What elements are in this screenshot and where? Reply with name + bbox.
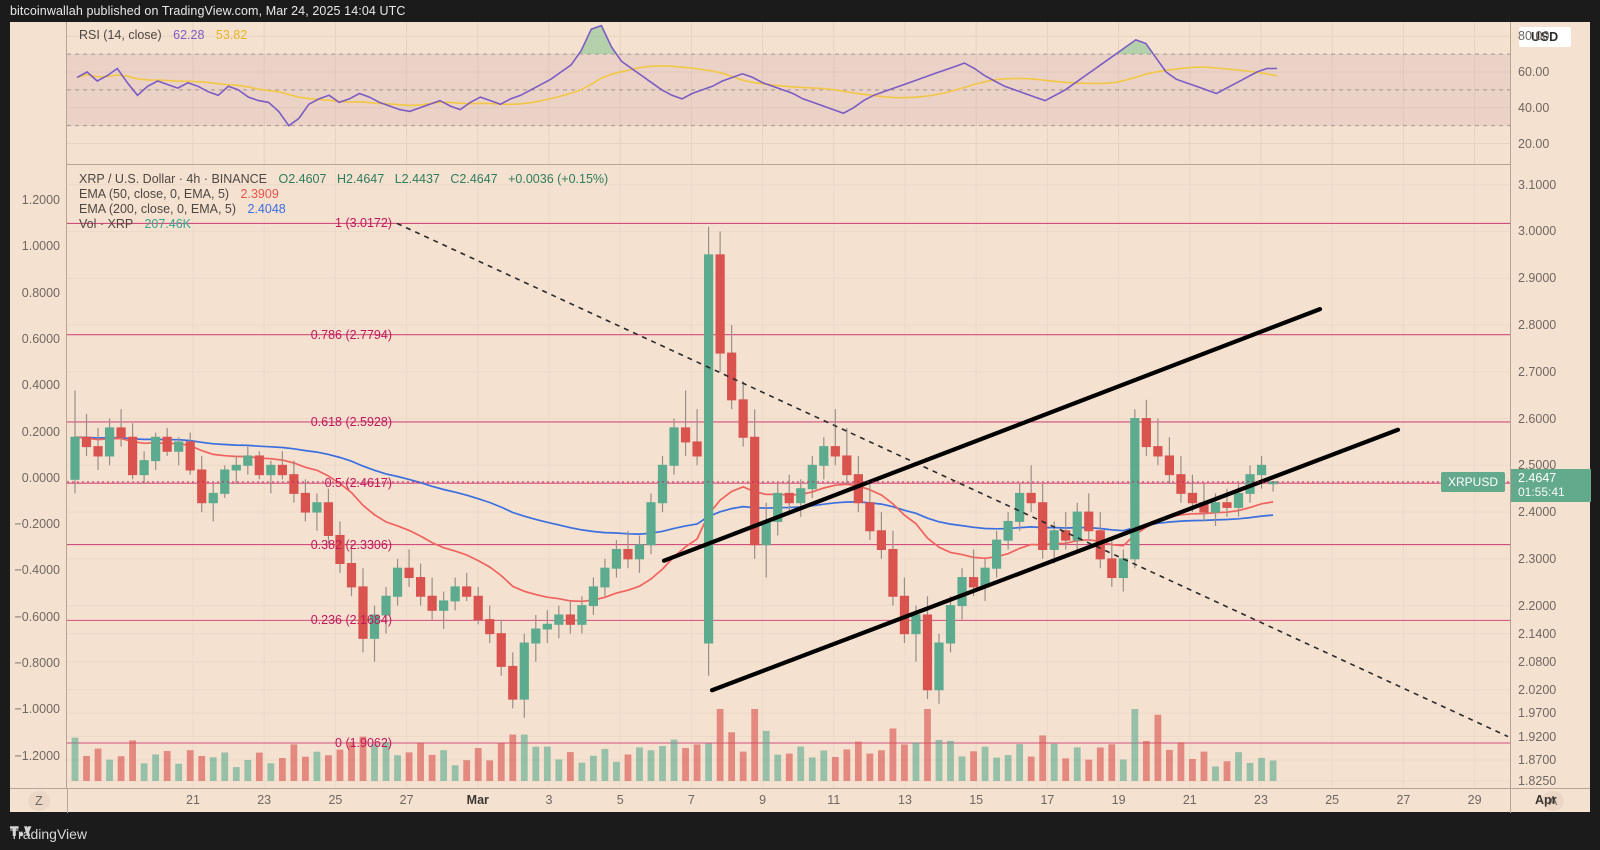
price-axis-tick: 1.8250 (1518, 773, 1557, 788)
time-axis-tick: 9 (759, 793, 767, 807)
time-axis[interactable]: Z A 21 23 25 27 Mar 3 5 7 9 11 13 15 17 19 21 23 25 27 29 A… (10, 788, 1590, 813)
price-axis-tick: 3.0000 (1518, 224, 1557, 239)
time-axis-tick: 5 (616, 793, 624, 807)
bar-countdown: 01:55:41 (1518, 484, 1565, 499)
left-axis-tick: 0.6000 (21, 331, 60, 346)
time-axis-tick: 19 (1111, 793, 1126, 807)
right-price-scale[interactable]: USD 80.00 60.00 40.00 20.00 3.1000 3.0000 2.90… (1510, 22, 1591, 788)
rsi-pane[interactable]: RSI (14, close) 62.28 53.82 (67, 22, 1510, 165)
fib-level-label[interactable]: 0.5 (2.4617) (324, 476, 392, 491)
time-axis-tick: 27 (1396, 793, 1411, 807)
time-axis-tick: 23 (1254, 793, 1268, 807)
rsi-ma-value: 53.82 (215, 28, 248, 42)
ohlc-low: L2.4437 (394, 172, 440, 186)
time-axis-tick: 3 (545, 793, 553, 807)
time-axis-tick: 23 (257, 793, 272, 807)
tradingview-watermark: TradingView (10, 826, 87, 842)
time-axis-tick: 27 (399, 793, 414, 807)
time-axis-tick: 7 (687, 793, 695, 807)
time-axis-tick: 25 (328, 793, 343, 807)
ema200-label[interactable]: EMA (200, close, 0, EMA, 5) (79, 202, 237, 216)
currency-badge: USD (1519, 27, 1571, 47)
price-axis-tick: 2.0800 (1518, 654, 1557, 669)
price-axis-tick: 2.7000 (1518, 364, 1557, 379)
price-axis-tick: 2.1400 (1518, 626, 1557, 641)
time-axis-tick: 15 (969, 793, 984, 807)
price-axis-tick: 2.6000 (1518, 411, 1557, 426)
rsi-plot (67, 22, 1510, 164)
rsi-axis-tick: 60.00 (1518, 65, 1550, 80)
fib-level-label[interactable]: 0.382 (2.3306) (310, 537, 392, 552)
price-axis-tick: 2.3000 (1518, 551, 1557, 566)
time-axis-tick: 29 (1467, 793, 1482, 807)
left-axis-tick: 0.8000 (21, 285, 60, 300)
fib-level-label[interactable]: 0.236 (2.1684) (310, 613, 392, 628)
volume-value: 207.46K (144, 217, 192, 231)
left-axis-tick: −0.8000 (14, 656, 60, 670)
price-plot (67, 166, 1510, 788)
rsi-axis-tick: 20.00 (1518, 136, 1550, 151)
left-axis-tick: 0.2000 (21, 424, 60, 439)
left-axis-tick: −0.6000 (14, 609, 60, 624)
price-axis-tick: 2.9000 (1518, 271, 1557, 286)
left-axis-tick: −1.0000 (14, 702, 60, 717)
rsi-legend-title: RSI (14, close) (79, 28, 162, 42)
rsi-legend: RSI (14, close) 62.28 53.82 (79, 28, 247, 43)
ema200-value: 2.4048 (247, 202, 286, 216)
tradingview-logo-icon (10, 826, 32, 837)
ohlc-high: H2.4647 (336, 172, 385, 186)
left-axis-tick: 1.0000 (21, 239, 60, 254)
time-axis-tick: Mar (466, 793, 489, 807)
price-axis-tick: 2.4000 (1518, 505, 1557, 520)
left-axis-tick: −0.2000 (14, 517, 60, 532)
left-axis-tick: 0.4000 (21, 378, 60, 393)
time-axis-tick: 21 (1182, 793, 1197, 807)
price-axis-tick: 2.5000 (1518, 458, 1557, 473)
price-axis-tick: 1.9200 (1518, 729, 1557, 744)
time-axis-tick: 13 (898, 793, 912, 807)
chart-shell: 1.2000 1.0000 0.8000 0.6000 0.4000 0.2000 0.00… (10, 22, 1591, 813)
price-axis-tick: 2.2000 (1518, 598, 1557, 613)
auto-scale-button[interactable]: A (1542, 791, 1564, 811)
price-axis-tick: 3.1000 (1518, 177, 1557, 192)
left-axis-tick: 1.2000 (21, 193, 60, 207)
left-percent-scale[interactable]: 1.2000 1.0000 0.8000 0.6000 0.4000 0.2000 0.00… (10, 22, 67, 788)
price-axis-tick: 2.0200 (1518, 682, 1557, 697)
time-axis-tick: Apr (1535, 793, 1557, 807)
symbol-price-tag: XRPUSD (1441, 471, 1506, 492)
price-axis-tick: 1.8700 (1518, 752, 1557, 767)
rsi-axis-tick: 40.00 (1518, 100, 1550, 115)
left-axis-tick: −0.4000 (14, 563, 60, 578)
ohlc-open: O2.4607 (278, 172, 327, 186)
rsi-axis-tick: 80.00 (1518, 29, 1550, 44)
current-price-badge[interactable]: 2.4647 01:55:41 (1511, 468, 1591, 502)
volume-label[interactable]: Vol · XRP (79, 217, 133, 231)
left-axis-tick: 0.0000 (21, 470, 60, 485)
time-axis-tick: 21 (186, 793, 200, 807)
current-price-value: 2.4647 (1518, 470, 1557, 485)
time-axis-tick: 11 (827, 793, 841, 807)
time-axis-tick: 25 (1325, 793, 1340, 807)
price-axis-tick: 2.8000 (1518, 318, 1557, 332)
main-price-pane[interactable]: XRP / U.S. Dollar · 4h · BINANCE O2.4607… (67, 166, 1510, 788)
timezone-button[interactable]: Z (28, 791, 50, 811)
rsi-value: 62.28 (173, 28, 205, 42)
time-axis-tick: 17 (1040, 793, 1055, 807)
attribution-bar: bitcoinwallah published on TradingView.c… (0, 0, 1600, 22)
ema50-label[interactable]: EMA (50, close, 0, EMA, 5) (79, 187, 230, 201)
fib-level-label[interactable]: 1 (3.0172) (335, 216, 392, 231)
main-legend: XRP / U.S. Dollar · 4h · BINANCE O2.4607… (79, 172, 608, 232)
price-axis-tick: 1.9700 (1518, 706, 1557, 721)
left-axis-tick: −1.2000 (14, 748, 60, 763)
ema50-value: 2.3909 (240, 187, 279, 201)
ohlc-close: C2.4647 (450, 172, 498, 186)
price-change: +0.0036 (+0.15%) (508, 172, 609, 186)
symbol-line[interactable]: XRP / U.S. Dollar · 4h · BINANCE (79, 172, 268, 186)
fib-level-label[interactable]: 0.618 (2.5928) (310, 414, 392, 429)
fib-level-label[interactable]: 0 (1.9062) (335, 736, 392, 750)
fib-level-label[interactable]: 0.786 (2.7794) (310, 327, 392, 342)
